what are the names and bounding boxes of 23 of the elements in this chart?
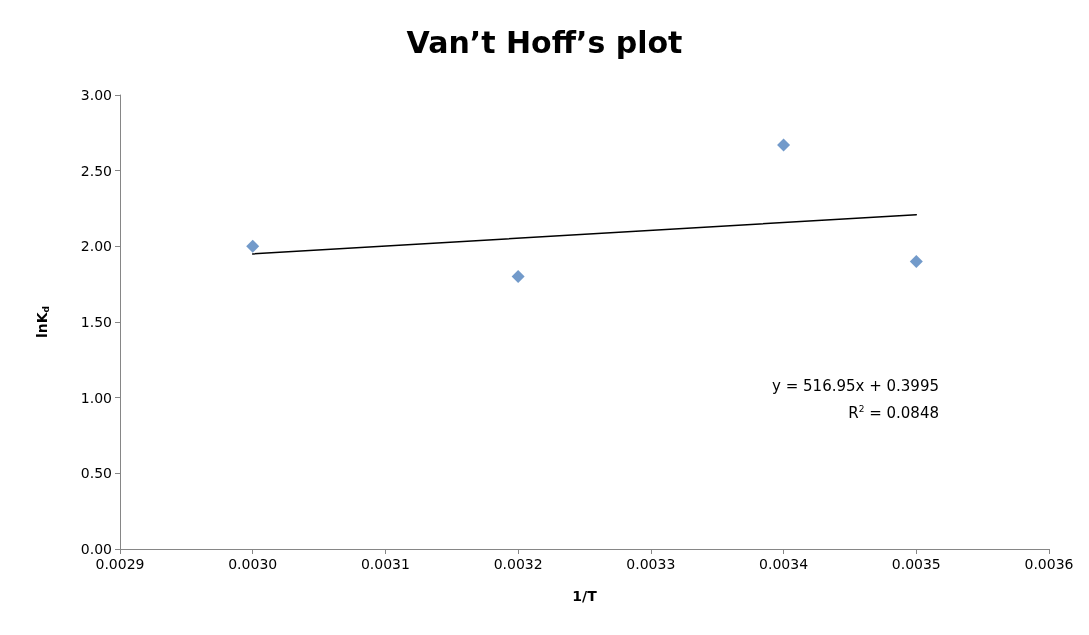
- y-tick-label: 2.00: [80, 238, 112, 255]
- y-tick-label: 0.50: [80, 465, 112, 482]
- x-tick-label: 0.0029: [95, 556, 145, 572]
- y-tick-label: 0.00: [80, 541, 112, 557]
- point: [246, 239, 260, 253]
- chart-title: Van’t Hoff’s plot: [406, 24, 683, 60]
- x-tick-label: 0.0036: [1024, 556, 1074, 572]
- annotation: y = 516.95x + 0.3995: [772, 376, 939, 395]
- y-tick-label: 2.50: [80, 162, 112, 179]
- x-tick-label: 0.0033: [626, 556, 676, 572]
- x-tick-label: 0.0035: [891, 556, 941, 572]
- x-tick-label: 0.0031: [360, 556, 410, 572]
- x-axis-title: 1/T: [572, 588, 598, 604]
- y-axis-title: lnKd: [33, 305, 51, 339]
- y-tick-label: 1.50: [80, 314, 112, 330]
- point: [777, 138, 791, 152]
- x-tick-label: 0.0034: [759, 556, 809, 572]
- point: [909, 254, 923, 268]
- y-tick-label: 3.00: [80, 87, 112, 103]
- y-tick-label: 1.00: [80, 389, 112, 406]
- x-tick-label: 0.0030: [228, 556, 278, 572]
- point: [511, 270, 525, 284]
- x-tick-label: 0.0032: [493, 556, 543, 572]
